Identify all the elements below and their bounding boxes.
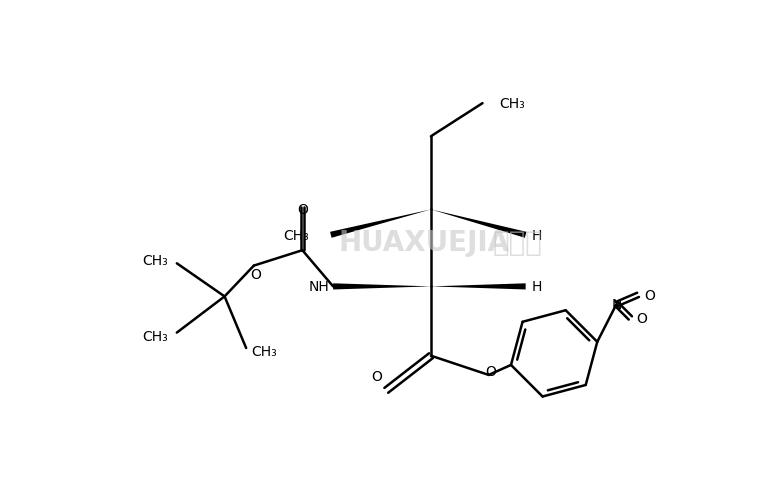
Text: CH₃: CH₃ bbox=[251, 344, 276, 358]
Text: NH: NH bbox=[309, 280, 330, 294]
Polygon shape bbox=[333, 284, 431, 290]
Text: CH₃: CH₃ bbox=[500, 97, 525, 111]
Text: O: O bbox=[372, 369, 382, 383]
Text: HUAXUEJIA: HUAXUEJIA bbox=[338, 228, 510, 256]
Text: CH₃: CH₃ bbox=[283, 228, 309, 242]
Polygon shape bbox=[330, 210, 431, 238]
Text: O: O bbox=[637, 311, 648, 325]
Text: N: N bbox=[612, 298, 622, 312]
Text: O: O bbox=[250, 268, 261, 282]
Polygon shape bbox=[431, 210, 526, 238]
Text: H: H bbox=[532, 228, 542, 242]
Text: 化学加: 化学加 bbox=[493, 228, 543, 256]
Text: CH₃: CH₃ bbox=[142, 254, 168, 268]
Text: O: O bbox=[644, 288, 655, 302]
Text: H: H bbox=[532, 280, 542, 294]
Text: CH₃: CH₃ bbox=[142, 329, 168, 343]
Text: O: O bbox=[485, 364, 496, 378]
Text: O: O bbox=[297, 203, 308, 217]
Polygon shape bbox=[431, 284, 525, 290]
